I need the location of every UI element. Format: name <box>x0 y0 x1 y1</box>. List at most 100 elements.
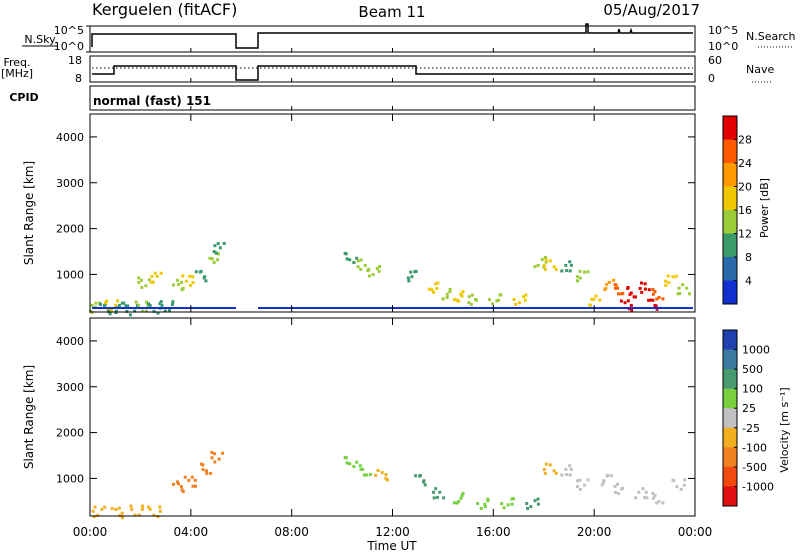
data-cell <box>583 270 587 274</box>
data-cell <box>578 269 582 273</box>
station-title: Kerguelen (fitACF) <box>92 0 237 19</box>
y-tick-label: 1000 <box>56 268 84 281</box>
data-cell <box>616 286 620 290</box>
data-cell <box>609 474 613 478</box>
data-cell <box>204 469 208 473</box>
data-cell <box>568 464 572 468</box>
colorbar-swatch <box>723 349 737 370</box>
data-cell <box>469 302 473 306</box>
cpid-label: CPID <box>9 91 38 104</box>
colorbar-tick-label: 1000 <box>742 344 770 357</box>
colorbar-tick-label: 16 <box>738 204 752 217</box>
velocity-colorbar-label: Velocity [m s⁻¹] <box>778 387 791 472</box>
data-cell <box>103 505 107 509</box>
colorbar-tick-label: 24 <box>738 157 752 170</box>
data-cell <box>201 468 205 472</box>
data-cell <box>159 300 163 304</box>
data-cell <box>181 274 185 278</box>
data-cell <box>617 492 621 496</box>
data-cell <box>586 270 590 274</box>
data-cell <box>218 246 222 250</box>
data-cell <box>552 469 556 473</box>
data-cell <box>376 469 380 473</box>
data-cell <box>613 484 617 488</box>
data-cell <box>512 298 516 302</box>
data-cell <box>486 499 490 503</box>
data-cell <box>544 258 548 262</box>
data-cell <box>177 282 181 286</box>
data-cell <box>147 302 151 306</box>
data-cell <box>91 509 95 513</box>
data-cell <box>655 501 659 505</box>
data-cell <box>345 257 349 261</box>
data-cell <box>128 313 132 317</box>
colorbar-swatch <box>723 210 737 234</box>
x-tick-label: 00:00 <box>73 525 108 539</box>
data-cell <box>651 298 655 302</box>
nave-tick-bottom: 0 <box>708 72 715 85</box>
colorbar-tick-label: -25 <box>742 422 760 435</box>
data-cell <box>385 478 389 482</box>
data-cell <box>214 251 218 255</box>
colorbar-tick-label: -100 <box>742 441 767 454</box>
data-cell <box>637 490 641 494</box>
data-cell <box>473 298 477 302</box>
data-cell <box>384 473 388 477</box>
data-cell <box>222 241 226 245</box>
data-cell <box>655 297 659 301</box>
colorbar-tick-label: -500 <box>742 461 767 474</box>
data-cell <box>134 300 138 304</box>
x-axis-label: Time UT <box>366 539 417 553</box>
nsky-tick-bottom: 10^0 <box>54 40 84 53</box>
data-cell <box>140 507 144 511</box>
data-cell <box>124 304 128 308</box>
data-cell <box>181 286 185 290</box>
data-cell <box>678 291 682 295</box>
data-cell <box>661 501 665 505</box>
data-cell <box>630 308 634 312</box>
data-cell <box>179 484 183 488</box>
data-cell <box>459 292 463 296</box>
data-cell <box>201 463 205 467</box>
data-cell <box>98 302 102 306</box>
data-cell <box>613 283 617 287</box>
data-cell <box>460 494 464 498</box>
data-cell <box>525 502 529 506</box>
data-cell <box>407 279 411 283</box>
data-cell <box>525 506 529 510</box>
colorbar-swatch <box>723 163 737 187</box>
data-cell <box>542 468 546 472</box>
data-cell <box>543 267 547 271</box>
data-cell <box>435 286 439 290</box>
data-cell <box>455 298 459 302</box>
data-cell <box>210 456 214 460</box>
nsearch-tick-bottom: 10^0 <box>708 40 738 53</box>
data-cell <box>594 294 598 298</box>
data-cell <box>191 484 195 488</box>
data-cell <box>647 288 651 292</box>
data-cell <box>653 494 657 498</box>
data-cell <box>187 479 191 483</box>
colorbar-swatch <box>723 280 737 305</box>
data-cell <box>183 475 187 479</box>
data-cell <box>126 304 130 308</box>
colorbar-swatch <box>723 330 737 351</box>
data-cell <box>548 259 552 263</box>
data-cell <box>564 467 568 471</box>
data-cell <box>479 506 483 510</box>
data-cell <box>548 463 552 467</box>
y-tick-label: 2000 <box>56 427 84 440</box>
data-cell <box>216 258 220 262</box>
data-cell <box>120 516 124 520</box>
data-cell <box>188 274 192 278</box>
y-tick-label: 1000 <box>56 472 84 485</box>
data-cell <box>487 298 491 302</box>
data-cell <box>467 301 471 305</box>
data-cell <box>125 309 129 313</box>
colorbar-swatch <box>723 408 737 429</box>
data-cell <box>533 499 537 503</box>
data-cell <box>153 271 157 275</box>
data-cell <box>536 263 540 267</box>
data-cell <box>649 298 653 302</box>
colorbar-tick-label: 20 <box>738 181 752 194</box>
